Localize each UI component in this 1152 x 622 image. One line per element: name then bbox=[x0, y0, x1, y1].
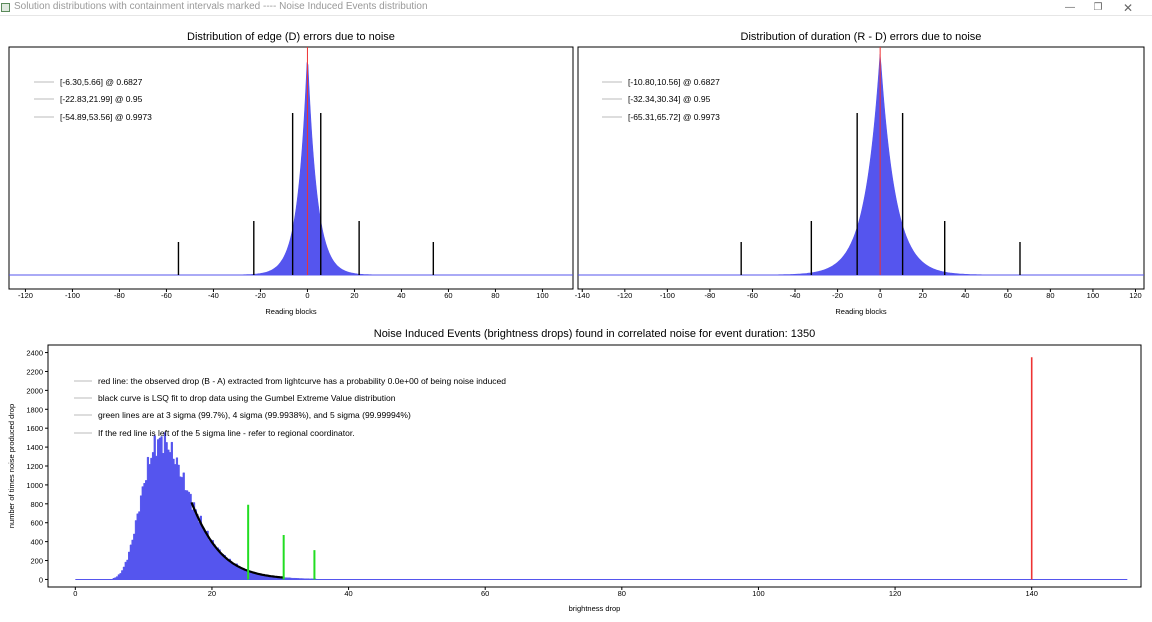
y-tick-label: 200 bbox=[30, 557, 43, 566]
x-axis-label: brightness drop bbox=[569, 604, 621, 613]
x-tick-label: 0 bbox=[878, 291, 882, 300]
x-tick-label: 60 bbox=[1004, 291, 1012, 300]
x-tick-label: 20 bbox=[919, 291, 927, 300]
y-tick-label: 1600 bbox=[26, 424, 43, 433]
close-button[interactable]: ✕ bbox=[1122, 0, 1134, 15]
x-tick-label: -60 bbox=[161, 291, 172, 300]
x-tick-label: -40 bbox=[208, 291, 219, 300]
y-tick-label: 1800 bbox=[26, 405, 43, 414]
legend-entry: [-54.89,53.56] @ 0.9973 bbox=[60, 112, 152, 122]
y-tick-label: 1200 bbox=[26, 462, 43, 471]
legend-entry: [-65.31,65.72] @ 0.9973 bbox=[628, 112, 720, 122]
x-tick-label: 120 bbox=[889, 589, 902, 598]
x-tick-label: 140 bbox=[1025, 589, 1038, 598]
x-tick-label: 0 bbox=[305, 291, 309, 300]
legend-entry: [-32.34,30.34] @ 0.95 bbox=[628, 94, 711, 104]
x-tick-label: 40 bbox=[344, 589, 352, 598]
x-tick-label: -20 bbox=[255, 291, 266, 300]
plot-title: Noise Induced Events (brightness drops) … bbox=[374, 328, 816, 340]
y-tick-label: 2200 bbox=[26, 367, 43, 376]
x-tick-label: 20 bbox=[350, 291, 358, 300]
legend-entry: red line: the observed drop (B - A) extr… bbox=[98, 376, 506, 386]
x-tick-label: 60 bbox=[481, 589, 489, 598]
x-tick-label: 100 bbox=[536, 291, 549, 300]
x-tick-label: -120 bbox=[18, 291, 33, 300]
x-tick-label: 20 bbox=[208, 589, 216, 598]
legend-entry: If the red line is left of the 5 sigma l… bbox=[98, 428, 355, 438]
x-tick-label: 40 bbox=[961, 291, 969, 300]
minimize-button[interactable]: — bbox=[1065, 2, 1075, 13]
maximize-button[interactable]: ❐ bbox=[1093, 2, 1103, 13]
x-tick-label: 80 bbox=[618, 589, 626, 598]
titlebar-divider bbox=[0, 15, 1152, 16]
x-tick-label: -100 bbox=[65, 291, 80, 300]
error-histogram bbox=[578, 54, 1144, 276]
y-tick-label: 1000 bbox=[26, 481, 43, 490]
x-tick-label: -80 bbox=[114, 291, 125, 300]
x-tick-label: 120 bbox=[1129, 291, 1142, 300]
x-tick-label: -40 bbox=[790, 291, 801, 300]
x-tick-label: -60 bbox=[747, 291, 758, 300]
window-titlebar: Solution distributions with containment … bbox=[0, 0, 1152, 15]
legend-entry: green lines are at 3 sigma (99.7%), 4 si… bbox=[98, 410, 411, 420]
x-tick-label: 40 bbox=[397, 291, 405, 300]
legend-entry: [-10.80,10.56] @ 0.6827 bbox=[628, 77, 720, 87]
x-tick-label: -80 bbox=[705, 291, 716, 300]
y-tick-label: 0 bbox=[39, 575, 43, 584]
x-tick-label: 100 bbox=[1087, 291, 1100, 300]
x-tick-label: -120 bbox=[617, 291, 632, 300]
legend-entry: [-6.30,5.66] @ 0.6827 bbox=[60, 77, 143, 87]
x-tick-label: 100 bbox=[752, 589, 765, 598]
x-tick-label: 80 bbox=[1046, 291, 1054, 300]
y-tick-label: 800 bbox=[30, 500, 43, 509]
plot-title: Distribution of edge (D) errors due to n… bbox=[187, 31, 395, 43]
y-tick-label: 400 bbox=[30, 538, 43, 547]
x-axis-label: Reading blocks bbox=[265, 307, 317, 316]
plot-title: Distribution of duration (R - D) errors … bbox=[741, 31, 982, 43]
y-tick-label: 1400 bbox=[26, 443, 43, 452]
x-tick-label: 0 bbox=[73, 589, 77, 598]
legend-entry: black curve is LSQ fit to drop data usin… bbox=[98, 393, 396, 403]
plot-frame-2 bbox=[47, 344, 1142, 588]
y-tick-label: 2000 bbox=[26, 386, 43, 395]
x-tick-label: 80 bbox=[491, 291, 499, 300]
window-title: Solution distributions with containment … bbox=[14, 1, 428, 12]
x-tick-label: 60 bbox=[444, 291, 452, 300]
x-tick-label: -100 bbox=[660, 291, 675, 300]
gumbel-fit-curve bbox=[190, 501, 284, 579]
x-tick-label: -20 bbox=[832, 291, 843, 300]
y-tick-label: 2400 bbox=[26, 349, 43, 358]
x-tick-label: -140 bbox=[575, 291, 590, 300]
error-histogram bbox=[9, 62, 573, 276]
y-tick-label: 600 bbox=[30, 519, 43, 528]
y-axis-label: number of times noise produced drop bbox=[7, 404, 16, 528]
app-icon bbox=[1, 3, 10, 12]
legend-entry: [-22.83,21.99] @ 0.95 bbox=[60, 94, 143, 104]
x-axis-label: Reading blocks bbox=[835, 307, 887, 316]
